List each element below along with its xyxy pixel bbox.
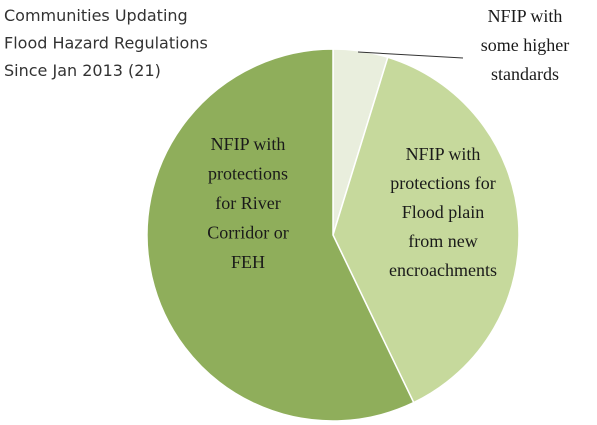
slice-label: from new (408, 231, 477, 251)
slice-label: for River (215, 193, 280, 213)
pie-slice (332, 56, 520, 404)
pie-slice (146, 48, 415, 422)
chart-title: Flood Hazard Regulations (4, 34, 208, 53)
slice-label: NFIP with (211, 134, 286, 154)
slice-label: NFIP with (406, 144, 481, 164)
leader-line (357, 51, 464, 59)
slice-label: standards (491, 64, 559, 84)
slice-label: encroachments (389, 260, 497, 280)
slice-label: some higher (481, 35, 569, 55)
chart-title: Since Jan 2013 (21) (4, 61, 161, 80)
slice-label: FEH (231, 252, 265, 272)
slice-label: protections (208, 164, 288, 184)
slice-label: Corridor or (207, 223, 288, 243)
slice-label: protections for (390, 173, 495, 193)
slice-label: NFIP with (488, 6, 563, 26)
slice-label: Flood plain (402, 202, 485, 222)
chart-title: Communities Updating (4, 6, 188, 25)
